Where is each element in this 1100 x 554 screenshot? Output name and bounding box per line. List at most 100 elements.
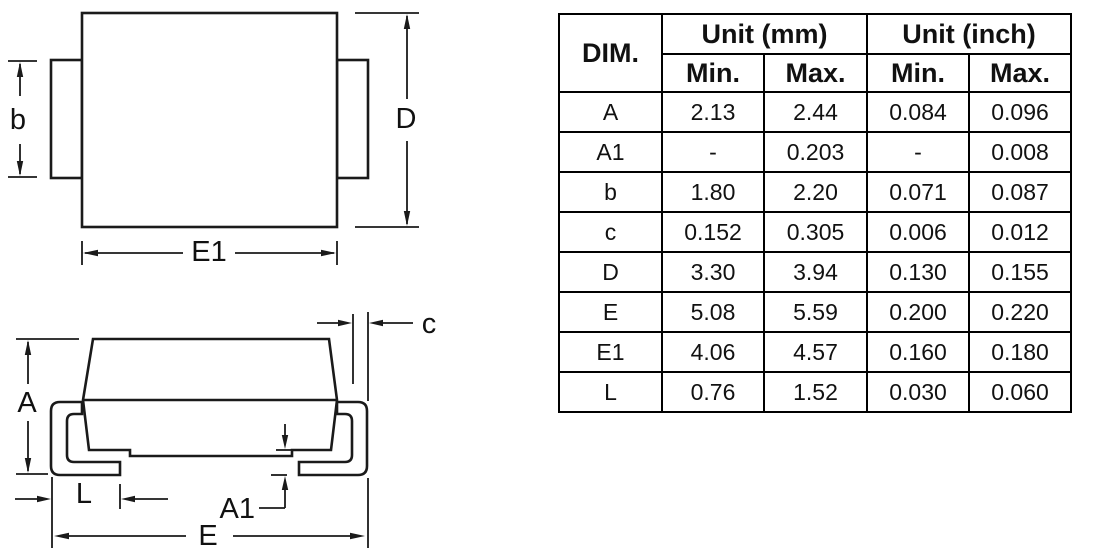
arrow-left-icon (54, 532, 69, 540)
table-row: A 2.13 2.44 0.084 0.096 (558, 91, 1073, 133)
value-cell: 0.220 (968, 291, 1073, 333)
dim-cell: E1 (558, 331, 663, 373)
dim-cell: D (558, 251, 663, 293)
dim-label-A1: A1 (220, 493, 255, 525)
value-cell: - (661, 131, 765, 173)
arrow-right-icon (338, 319, 352, 327)
value-cell: 0.071 (866, 171, 971, 213)
dim-cell: A (558, 91, 663, 133)
left-lead-side (49, 400, 122, 477)
dim-label-b: b (10, 104, 26, 136)
arrow-up-icon (281, 476, 289, 490)
dimension-E (54, 532, 365, 540)
top-view-drawing (49, 11, 370, 229)
arrow-down-icon (281, 435, 289, 449)
value-cell: 0.180 (968, 331, 1073, 373)
table-row: c 0.152 0.305 0.006 0.012 (558, 211, 1073, 253)
arrow-up-icon (16, 62, 24, 77)
value-cell: 0.203 (762, 131, 869, 173)
arrow-up-icon (403, 14, 411, 29)
dim-label-L: L (76, 478, 92, 510)
value-cell: 4.57 (762, 331, 869, 373)
value-cell: 5.08 (661, 291, 765, 333)
value-cell: 0.152 (661, 211, 765, 253)
value-cell: 0.155 (968, 251, 1073, 293)
value-cell: 0.76 (661, 371, 765, 413)
dim-cell: L (558, 371, 663, 413)
mm-min-header-cell: Min. (661, 53, 765, 93)
dim-label-c: c (422, 308, 437, 340)
value-cell: - (866, 131, 971, 173)
value-cell: 0.084 (866, 91, 971, 133)
table-row: E 5.08 5.59 0.200 0.220 (558, 291, 1073, 333)
arrow-down-icon (403, 211, 411, 226)
dimension-E1 (81, 241, 338, 265)
mm-max-header-cell: Max. (762, 53, 869, 93)
inch-max-header-cell: Max. (968, 53, 1073, 93)
value-cell: 5.59 (762, 291, 869, 333)
unit-inch-header-cell: Unit (inch) (866, 13, 1073, 55)
value-cell: 1.80 (661, 171, 765, 213)
table-row: L 0.76 1.52 0.030 0.060 (558, 371, 1073, 413)
dim-label-E1: E1 (191, 236, 226, 268)
dim-cell: E (558, 291, 663, 333)
value-cell: 2.44 (762, 91, 869, 133)
dimension-b (8, 60, 37, 178)
value-cell: 3.30 (661, 251, 765, 293)
table-row: A1 - 0.203 - 0.008 (558, 131, 1073, 173)
arrow-right-icon (321, 249, 336, 257)
arrow-right-icon (37, 495, 51, 503)
dim-header-cell: DIM. (558, 13, 663, 93)
package-body-top (80, 11, 339, 229)
package-body-side (81, 337, 339, 458)
value-cell: 2.13 (661, 91, 765, 133)
value-cell: 0.096 (968, 91, 1073, 133)
arrow-down-icon (16, 161, 24, 176)
unit-mm-header-cell: Unit (mm) (660, 13, 869, 55)
arrow-left-icon (121, 495, 135, 503)
arrow-left-icon (369, 319, 383, 327)
value-cell: 0.030 (866, 371, 971, 413)
value-cell: 0.006 (866, 211, 971, 253)
arrow-down-icon (24, 458, 32, 473)
left-lead-tab (49, 58, 84, 180)
value-cell: 2.20 (762, 171, 869, 213)
dimension-c (317, 312, 413, 548)
value-cell: 0.087 (968, 171, 1073, 213)
table-row: D 3.30 3.94 0.130 0.155 (558, 251, 1073, 293)
dimension-D (355, 12, 419, 228)
value-cell: 3.94 (762, 251, 869, 293)
dimension-L (15, 477, 168, 548)
value-cell: 0.305 (762, 211, 869, 253)
value-cell: 0.130 (866, 251, 971, 293)
table-subheader-row: Min. Max. Min. Max. (559, 53, 1073, 93)
dim-label-E: E (198, 520, 217, 552)
arrow-right-icon (350, 532, 365, 540)
value-cell: 4.06 (661, 331, 765, 373)
dim-label-D: D (396, 103, 417, 135)
arrow-left-icon (83, 249, 98, 257)
dim-cell: c (558, 211, 663, 253)
dimension-A (16, 338, 79, 475)
dim-cell: b (558, 171, 663, 213)
value-cell: 0.008 (968, 131, 1073, 173)
inch-min-header-cell: Min. (866, 53, 971, 93)
value-cell: 1.52 (762, 371, 869, 413)
arrow-up-icon (24, 340, 32, 355)
dimension-A1 (259, 424, 292, 509)
package-drawing: b D E1 A c L A1 E (8, 11, 437, 552)
value-cell: 0.012 (968, 211, 1073, 253)
right-lead-tab (335, 58, 370, 180)
dimensions-table: DIM. Unit (mm) Unit (inch) Min. Max. Min… (558, 13, 1073, 413)
value-cell: 0.200 (866, 291, 971, 333)
right-lead-side (297, 400, 369, 477)
dim-label-A: A (17, 387, 37, 419)
value-cell: 0.160 (866, 331, 971, 373)
side-view-drawing (49, 337, 369, 477)
dim-cell: A1 (558, 131, 663, 173)
table-row: b 1.80 2.20 0.071 0.087 (558, 171, 1073, 213)
value-cell: 0.060 (968, 371, 1073, 413)
table-row: E1 4.06 4.57 0.160 0.180 (558, 331, 1073, 373)
table-header-row: DIM. Unit (mm) Unit (inch) (558, 13, 1073, 93)
